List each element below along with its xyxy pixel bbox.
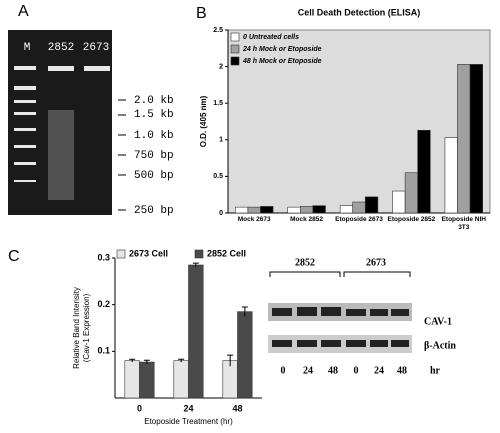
y-tick-label: 0 [219,210,223,217]
y-tick-label: 1 [219,137,223,144]
bar [235,206,249,214]
y-tick-label: 2 [219,63,223,70]
panel-label: B [196,5,207,22]
gel-marker: 750 bp [134,150,174,162]
bar [339,205,354,214]
x-tick-label: 0 [137,403,142,413]
gel-lane-label: 2673 [83,42,109,54]
bar [457,64,471,214]
blot-bands [272,307,409,347]
blot-group: 2852 [295,257,315,268]
x-tick-label: Etoposide NIH 3T3 [441,216,486,231]
panel-label: C [8,248,20,265]
legend-label: 48 h Mock or Etoposide [242,58,322,65]
legend-swatch [116,249,126,259]
error-bar [241,306,248,317]
x-tick-label-box: Mock 2673 [237,216,271,223]
blot-time: 0 [354,365,359,376]
bar [173,360,189,399]
error-bar [129,358,136,363]
blot-time: 0 [281,365,286,376]
gel-marker: 2.0 kb [134,95,174,107]
y-tick-label: 2.5 [213,27,223,34]
gel-marker-dashes [118,99,126,211]
y-tick-label: 0.3 [97,252,110,262]
bar [247,206,261,214]
y-tick-label: 0.2 [97,299,110,309]
blot-time: 24 [303,365,313,376]
bar [124,360,140,399]
gel-marker: 500 bp [134,170,174,182]
error-bar [227,354,234,367]
bar [139,361,155,399]
x-tick-label: Etoposide 2673 [335,216,383,223]
error-bar [178,358,185,363]
bar [417,129,431,214]
blot-time: 24 [374,365,384,376]
legend-label: 2852 Cell [207,248,246,258]
x-tick-label: Mock 2852 [290,216,324,223]
blot-group: 2673 [366,257,386,268]
bar [352,201,366,214]
chart-title: Cell Death Detection (ELISA) [298,7,421,17]
y-axis-label: Relative Band Intensity [72,287,81,369]
error-bar [143,359,150,364]
gel-marker: 250 bp [134,205,174,217]
x-tick-label-box: Etoposide NIH 3T3 [441,216,486,231]
bar [312,205,326,214]
legend-swatch [230,44,240,54]
y-axis-label: (Cav-1 Expression) [82,293,91,362]
legend-label: 0 Untreated cells [243,34,299,41]
x-tick-label-box: Etoposide 2673 [335,216,383,223]
bar [287,206,301,214]
x-tick-label: Etoposide 2852 [387,216,436,223]
gel-marker: 1.5 kb [134,109,174,121]
error-bar [192,262,199,267]
group-bracket [269,271,411,277]
gel-lane-label: 2852 [48,42,74,54]
blot-band-label: CAV-1 [424,316,452,327]
bar [392,190,406,214]
x-axis-label: Etoposide Treatment (hr) [144,417,233,426]
y-tick-label: 0.1 [97,346,110,356]
blot-time: 48 [397,365,407,376]
bar [188,264,204,399]
bar [469,64,483,214]
legend-label: 24 h Mock or Etoposide [242,46,322,53]
x-tick-label-box: Etoposide 2852 [387,216,436,223]
bar [364,196,379,214]
blot-band-label: β-Actin [424,340,456,351]
bar [444,137,458,214]
x-tick-label: Mock 2673 [237,216,271,223]
bar [237,311,253,399]
gel-bands [14,66,110,200]
y-tick-label: 1.5 [213,100,223,107]
blot-time: 48 [328,365,338,376]
legend-swatch [230,32,240,42]
panel-label: A [18,3,29,20]
bar [404,172,418,214]
gel-marker: 1.0 kb [134,130,174,142]
bar [260,206,274,214]
y-axis-label: O.D. (405 nm) [199,95,208,147]
legend-swatch [230,56,240,66]
x-tick-label: 24 [183,403,193,413]
gel-lane-label: M [24,42,31,54]
x-tick-label: 48 [232,403,242,413]
blot-unit: hr [430,365,441,376]
legend-swatch [194,249,204,259]
bar [300,206,314,214]
x-tick-label-box: Mock 2852 [290,216,324,223]
legend-label: 2673 Cell [129,248,168,258]
y-tick-label: 0.5 [213,173,223,180]
